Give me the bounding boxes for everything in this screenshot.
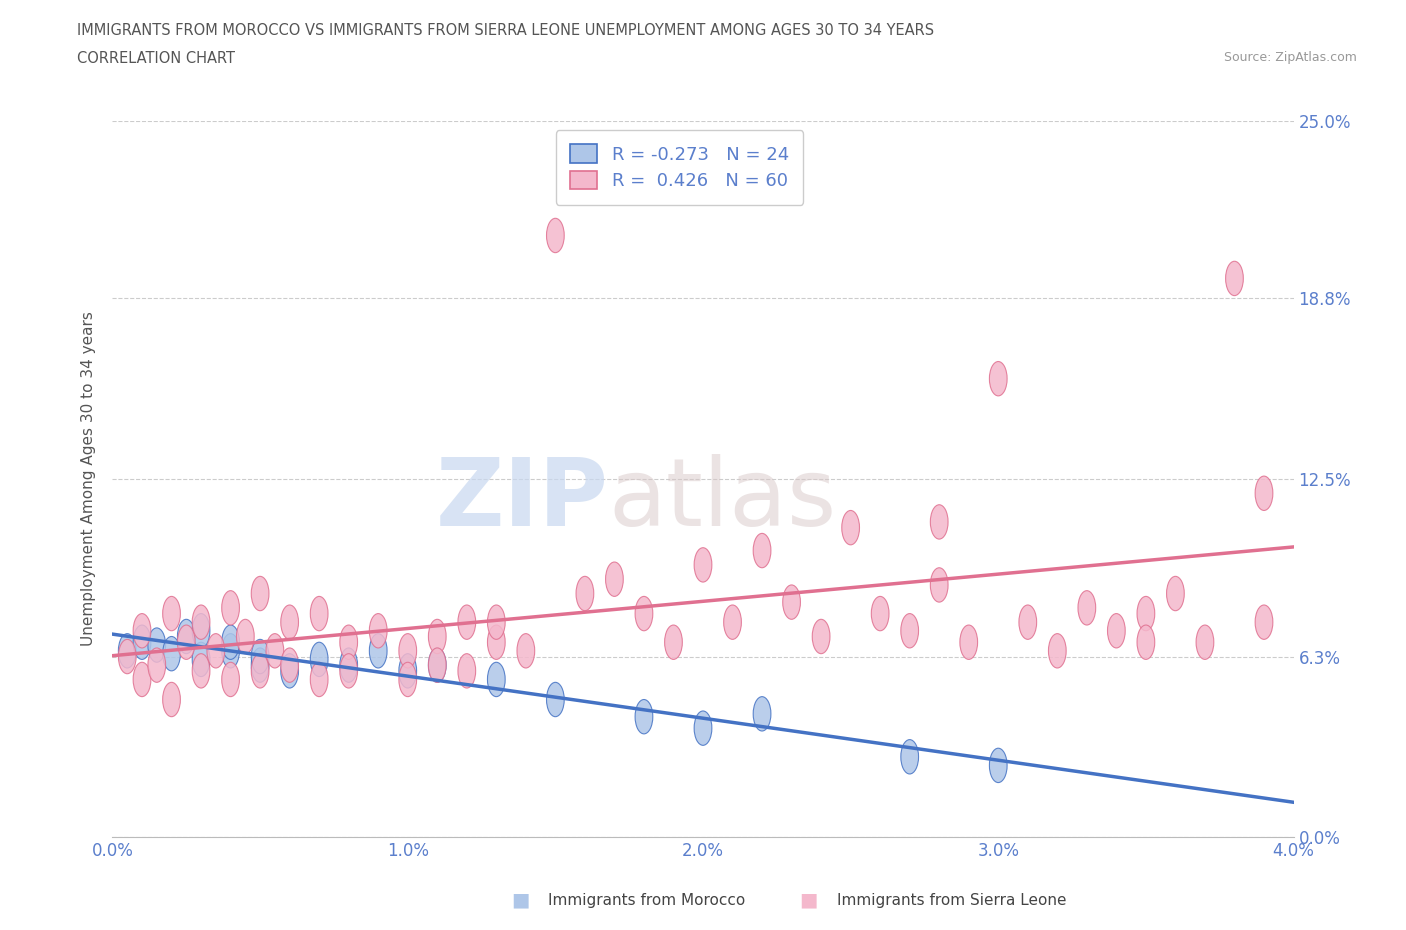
Legend: R = -0.273   N = 24, R =  0.426   N = 60: R = -0.273 N = 24, R = 0.426 N = 60: [555, 130, 803, 205]
Text: CORRELATION CHART: CORRELATION CHART: [77, 51, 235, 66]
Text: Immigrants from Sierra Leone: Immigrants from Sierra Leone: [837, 893, 1066, 908]
Text: atlas: atlas: [609, 455, 837, 547]
Y-axis label: Unemployment Among Ages 30 to 34 years: Unemployment Among Ages 30 to 34 years: [80, 312, 96, 646]
Text: Immigrants from Morocco: Immigrants from Morocco: [548, 893, 745, 908]
Text: ■: ■: [799, 891, 818, 910]
Text: IMMIGRANTS FROM MOROCCO VS IMMIGRANTS FROM SIERRA LEONE UNEMPLOYMENT AMONG AGES : IMMIGRANTS FROM MOROCCO VS IMMIGRANTS FR…: [77, 23, 935, 38]
Text: ■: ■: [510, 891, 530, 910]
Text: ZIP: ZIP: [436, 455, 609, 547]
Text: Source: ZipAtlas.com: Source: ZipAtlas.com: [1223, 51, 1357, 64]
